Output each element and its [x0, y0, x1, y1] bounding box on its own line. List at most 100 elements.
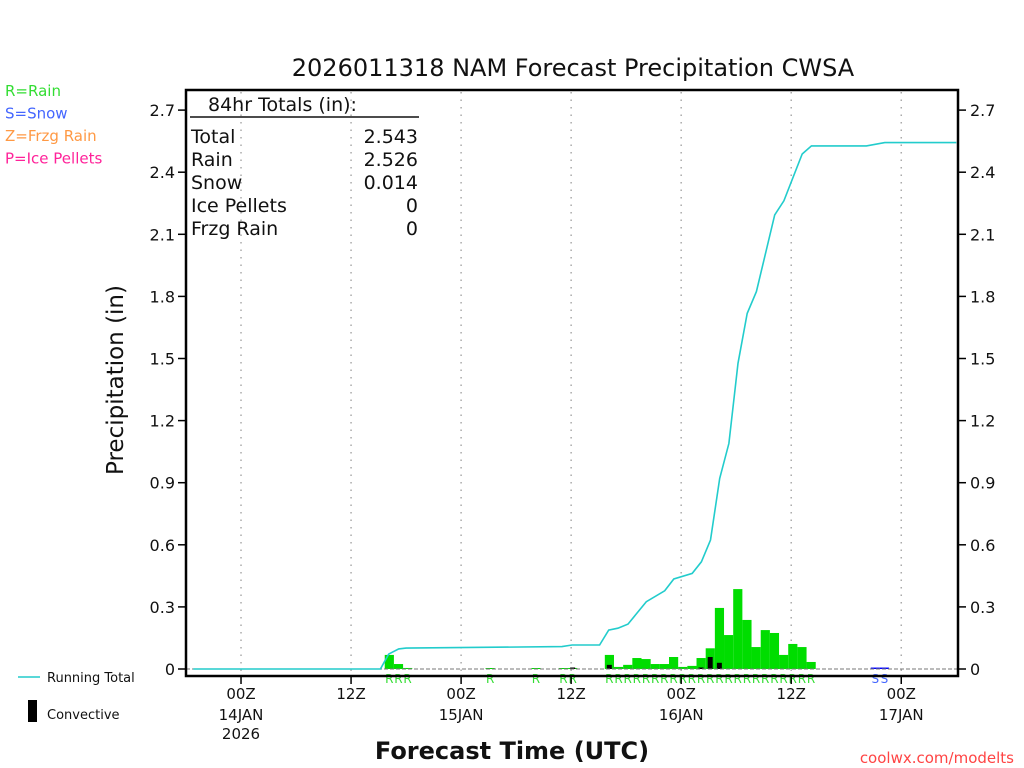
plot-frame	[184, 88, 960, 678]
x-tick-label: 12Z	[336, 685, 365, 703]
type-legend: R=Rain S=Snow Z=Frzg Rain P=Ice Pellets	[5, 82, 102, 168]
rain-bar	[623, 664, 633, 669]
precip-type-marker: R	[752, 672, 760, 686]
y-axis: 0 00.3 0.30.6 0.60.9 0.91.2 1.21.5 1.51.8 1.82.…	[150, 101, 996, 679]
y-tick-label-right: 2.1	[970, 225, 995, 244]
precip-legend-item: P=Ice Pellets	[5, 150, 102, 168]
totals-label: Frzg Rain	[191, 218, 278, 240]
x-tick-year: 2026	[222, 725, 260, 743]
precip-bars	[384, 589, 890, 669]
y-tick-label-right: 1.8	[970, 287, 995, 306]
y-tick-label-left: 1.8	[150, 287, 175, 306]
y-tick-label-left: 0.6	[150, 536, 175, 555]
precip-legend-item: R=Rain	[5, 82, 61, 100]
convective-legend-label: Convective	[47, 708, 120, 723]
precip-type-marker: R	[743, 672, 751, 686]
running-total-line	[193, 141, 957, 670]
rain-bar	[724, 635, 734, 669]
rain-bar	[797, 647, 807, 669]
precip-type-marker: R	[532, 672, 540, 686]
rain-bar	[788, 643, 798, 669]
precip-type-marker: R	[614, 672, 622, 686]
precip-type-marker: R	[807, 672, 815, 686]
rain-bar	[384, 654, 394, 669]
x-tick-label: 00Z	[226, 685, 255, 703]
precip-type-marker: R	[770, 672, 778, 686]
precip-type-marker: R	[706, 672, 714, 686]
chart-title: 2026011318 NAM Forecast Precipitation CW…	[292, 54, 855, 82]
totals-header: 84hr Totals (in):	[208, 94, 357, 116]
rain-bar	[742, 619, 752, 669]
precip-type-marker: R	[779, 672, 787, 686]
y-tick-label-right: 2.7	[970, 101, 995, 120]
precip-type-marker: R	[394, 672, 402, 686]
x-tick-date: 15JAN	[439, 706, 484, 724]
totals-label: Ice Pellets	[191, 195, 287, 217]
totals-label: Snow	[191, 172, 242, 194]
totals-value: 2.543	[364, 126, 418, 148]
y-tick-label-left: 0.9	[150, 474, 175, 493]
totals-label: Total	[190, 126, 235, 148]
rain-bar	[769, 632, 780, 669]
precip-type-marker: R	[789, 672, 797, 686]
convective-bar	[606, 664, 612, 669]
totals-value: 0	[406, 218, 418, 240]
rain-bar	[403, 667, 413, 669]
x-tick-label: 00Z	[887, 685, 916, 703]
rain-bar	[632, 658, 642, 669]
rain-bar	[641, 659, 651, 669]
x-tick-label: 12Z	[777, 685, 806, 703]
rain-bar	[687, 665, 697, 669]
rain-bar	[659, 664, 670, 669]
precip-type-marker: S	[881, 672, 889, 686]
precip-type-marker: R	[403, 672, 411, 686]
convective-bars	[570, 656, 722, 669]
convective-bar	[570, 667, 576, 669]
precip-type-marker: R	[568, 672, 576, 686]
x-axis-label: Forecast Time (UTC)	[375, 737, 649, 765]
rain-bar	[733, 589, 743, 669]
snow-bar	[879, 667, 890, 669]
precip-type-marker: R	[651, 672, 659, 686]
precip-type-marker: R	[669, 672, 677, 686]
y-tick-label-right: 0	[970, 660, 980, 679]
y-tick-label-left: 2.7	[150, 101, 175, 120]
precip-type-marker: R	[623, 672, 631, 686]
y-tick-label-right: 1.5	[970, 350, 995, 369]
precip-type-marker: R	[633, 672, 641, 686]
y-tick-label-left: 1.5	[150, 350, 175, 369]
rain-bar	[751, 647, 761, 669]
y-tick-label-right: 1.2	[970, 412, 995, 431]
precip-type-marker: R	[798, 672, 806, 686]
precip-type-marker: R	[679, 672, 687, 686]
y-tick-label-right: 2.4	[970, 163, 995, 182]
credit-text[interactable]: coolwx.com/modelts	[860, 749, 1014, 767]
rain-bar	[806, 661, 816, 669]
totals-value: 0.014	[364, 172, 418, 194]
precip-legend-item: S=Snow	[5, 105, 68, 123]
y-axis-label: Precipitation (in)	[103, 285, 129, 475]
totals-value: 0	[406, 195, 418, 217]
series-legend: Running Total Convective	[18, 671, 135, 723]
totals-value: 2.526	[364, 149, 418, 171]
totals-label: Rain	[191, 149, 233, 171]
precip-type-marker: R	[605, 672, 613, 686]
convective-bar	[707, 656, 713, 669]
rain-bar	[669, 656, 679, 669]
rain-bar	[696, 658, 706, 669]
rain-bar	[393, 664, 404, 669]
precip-type-marker: R	[385, 672, 393, 686]
x-tick-date: 14JAN	[219, 706, 264, 724]
precip-type-marker: R	[642, 672, 650, 686]
grid-lines	[240, 92, 903, 674]
y-tick-label-right: 0.9	[970, 474, 995, 493]
rain-bar	[678, 666, 688, 669]
precip-type-marker: R	[761, 672, 769, 686]
convective-legend-swatch	[28, 700, 37, 722]
y-tick-label-left: 0.3	[150, 598, 175, 617]
precip-type-marker: R	[724, 672, 732, 686]
x-tick-label: 00Z	[666, 685, 695, 703]
convective-bar	[698, 667, 704, 669]
x-tick-date: 17JAN	[879, 706, 924, 724]
